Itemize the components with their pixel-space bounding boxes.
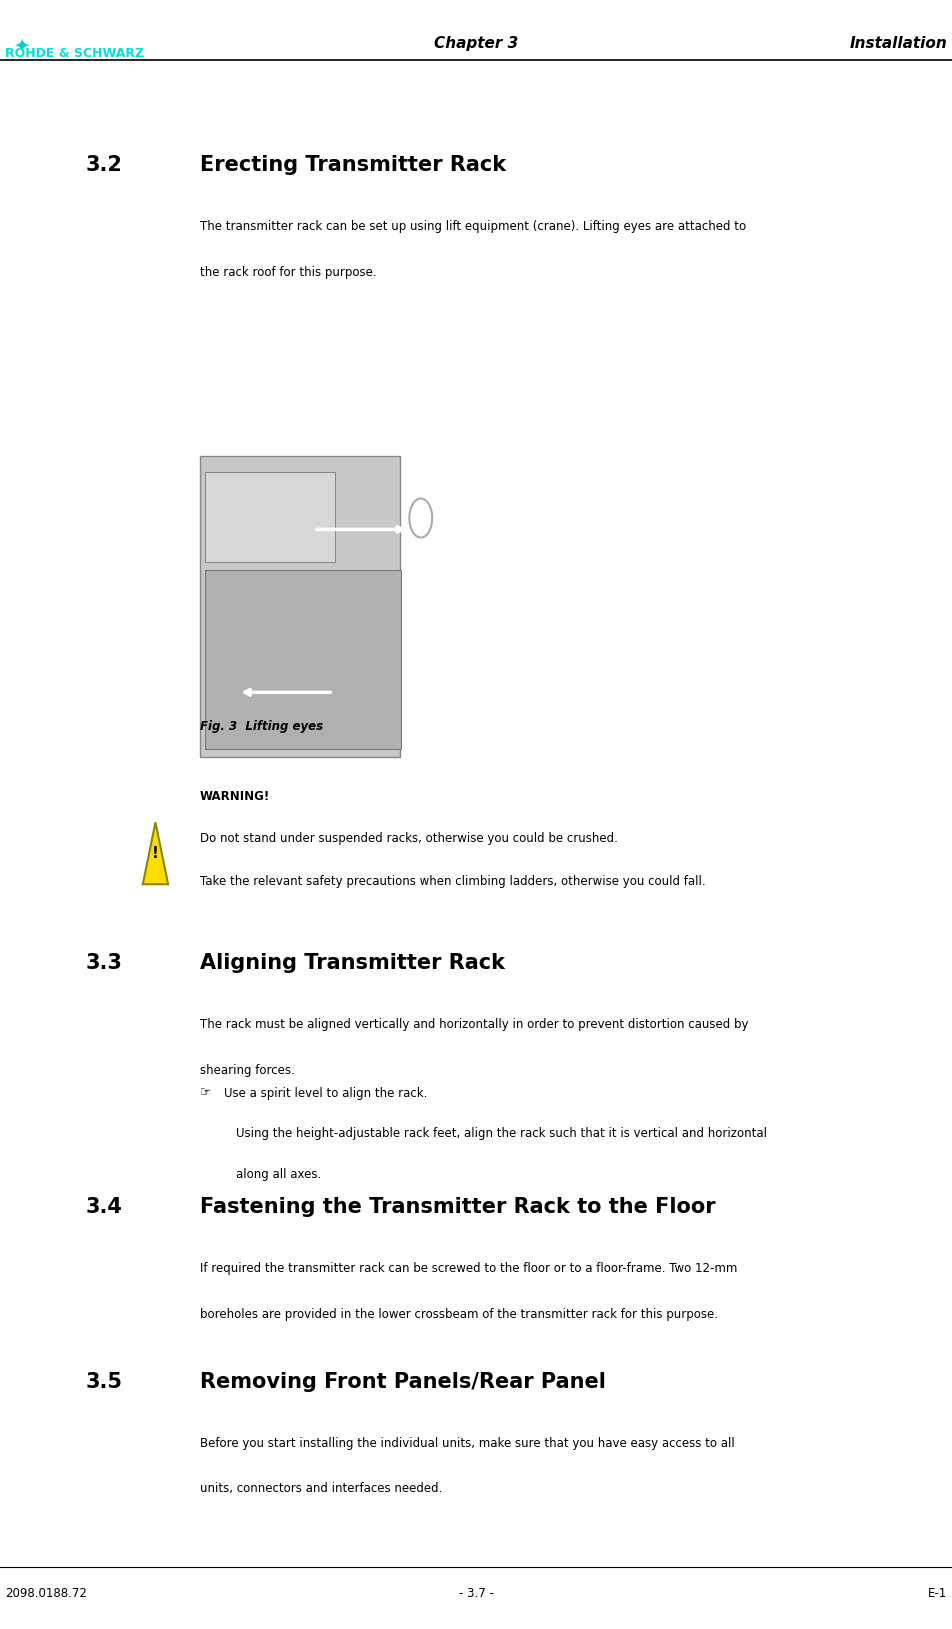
Text: If required the transmitter rack can be screwed to the floor or to a floor-frame: If required the transmitter rack can be … — [200, 1262, 737, 1276]
Text: Installation: Installation — [849, 36, 947, 52]
Text: shearing forces.: shearing forces. — [200, 1064, 295, 1077]
Bar — [205, 570, 401, 749]
Text: boreholes are provided in the lower crossbeam of the transmitter rack for this p: boreholes are provided in the lower cros… — [200, 1308, 718, 1321]
Text: units, connectors and interfaces needed.: units, connectors and interfaces needed. — [200, 1482, 443, 1495]
Text: Take the relevant safety precautions when climbing ladders, otherwise you could : Take the relevant safety precautions whe… — [200, 875, 705, 888]
Text: Use a spirit level to align the rack.: Use a spirit level to align the rack. — [224, 1087, 427, 1100]
Text: along all axes.: along all axes. — [236, 1168, 322, 1181]
Text: ROHDE & SCHWARZ: ROHDE & SCHWARZ — [5, 47, 144, 60]
Text: 3.4: 3.4 — [86, 1197, 123, 1217]
Text: Erecting Transmitter Rack: Erecting Transmitter Rack — [200, 155, 506, 174]
Text: the rack roof for this purpose.: the rack roof for this purpose. — [200, 266, 377, 279]
Text: 3.5: 3.5 — [86, 1372, 123, 1391]
Text: ☞: ☞ — [200, 1087, 211, 1100]
Text: The transmitter rack can be set up using lift equipment (crane). Lifting eyes ar: The transmitter rack can be set up using… — [200, 220, 746, 233]
Text: 3.2: 3.2 — [86, 155, 123, 174]
Text: Removing Front Panels/Rear Panel: Removing Front Panels/Rear Panel — [200, 1372, 605, 1391]
Text: - 3.7 -: - 3.7 - — [459, 1587, 493, 1600]
Text: Fastening the Transmitter Rack to the Floor: Fastening the Transmitter Rack to the Fl… — [200, 1197, 716, 1217]
Text: 2098.0188.72: 2098.0188.72 — [5, 1587, 87, 1600]
Text: !: ! — [152, 845, 159, 860]
Text: ✦: ✦ — [12, 36, 30, 55]
Text: WARNING!: WARNING! — [200, 790, 270, 803]
Text: The rack must be aligned vertically and horizontally in order to prevent distort: The rack must be aligned vertically and … — [200, 1018, 748, 1031]
Text: 3.3: 3.3 — [86, 953, 123, 973]
Text: Fig. 3  Lifting eyes: Fig. 3 Lifting eyes — [200, 720, 323, 733]
Text: Chapter 3: Chapter 3 — [434, 36, 518, 52]
Polygon shape — [143, 823, 169, 885]
Text: Before you start installing the individual units, make sure that you have easy a: Before you start installing the individu… — [200, 1437, 735, 1450]
Text: Using the height-adjustable rack feet, align the rack such that it is vertical a: Using the height-adjustable rack feet, a… — [236, 1127, 767, 1140]
Text: Do not stand under suspended racks, otherwise you could be crushed.: Do not stand under suspended racks, othe… — [200, 832, 618, 845]
Text: E-1: E-1 — [928, 1587, 947, 1600]
Text: Aligning Transmitter Rack: Aligning Transmitter Rack — [200, 953, 505, 973]
Bar — [205, 472, 335, 562]
Bar — [200, 456, 400, 757]
